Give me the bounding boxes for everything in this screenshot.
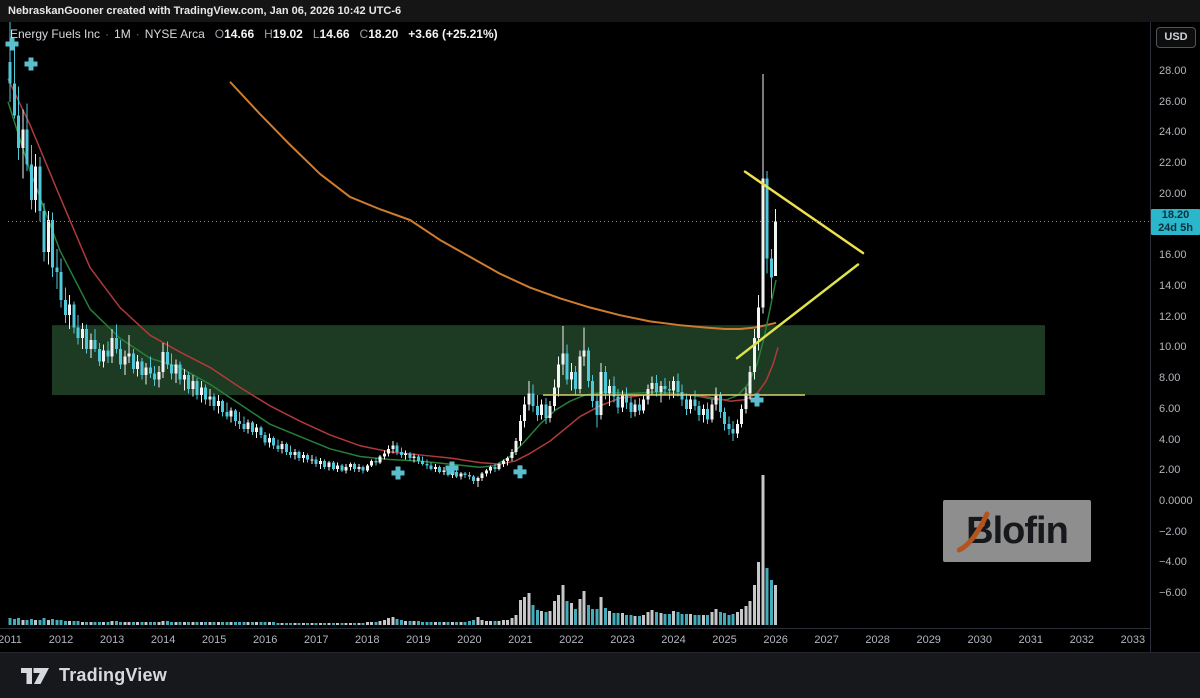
trendline-drawings[interactable] — [543, 170, 865, 396]
time-axis-label: 2011 — [0, 634, 22, 646]
current-price-value: 18.20 — [1161, 208, 1190, 221]
time-axis-label: 2028 — [865, 634, 890, 646]
blofin-swoosh-icon — [957, 511, 990, 553]
tradingview-brand-text[interactable]: TradingView — [59, 665, 167, 685]
price-scale-label: 16.00 — [1159, 249, 1187, 262]
price-scale-label: 4.00 — [1159, 433, 1181, 446]
price-scale-label: 22.00 — [1159, 157, 1187, 170]
time-axis-label: 2033 — [1120, 634, 1146, 646]
exchange-label: NYSE Arca — [144, 27, 205, 41]
moving-average-lines[interactable] — [7, 78, 779, 468]
price-scale-label: 24.00 — [1159, 126, 1187, 139]
price-scale-label: −4.00 — [1159, 556, 1187, 569]
plus-cross-markers[interactable] — [5, 37, 764, 480]
price-scale-label: 28.00 — [1159, 65, 1187, 78]
time-axis-label: 2014 — [150, 634, 176, 646]
chart-canvas[interactable] — [0, 0, 1200, 652]
price-scale-axis[interactable]: USD 28.00 26.00 24.00 22.00 20.00 16.00 14.00 1… — [1150, 22, 1200, 652]
interval-label[interactable]: 1M — [114, 27, 131, 41]
time-axis-label: 2030 — [967, 634, 992, 646]
time-axis-label: 2032 — [1069, 634, 1095, 646]
supply-demand-zone[interactable] — [52, 325, 1045, 396]
price-scale-label: 14.00 — [1159, 280, 1187, 293]
volume-bars — [8, 475, 778, 625]
close-label: C — [359, 27, 369, 41]
legend-separator: · — [135, 27, 140, 41]
time-axis-label: 2029 — [916, 634, 941, 646]
price-scale-label: −2.00 — [1159, 525, 1187, 538]
price-scale-label: 20.00 — [1159, 187, 1187, 200]
symbol-legend[interactable]: Energy Fuels Inc · 1M · NYSE Arca O 14.6… — [10, 27, 498, 41]
time-axis-label: 2023 — [610, 634, 635, 646]
time-axis-label: 2031 — [1018, 634, 1044, 646]
time-axis-label: 2016 — [252, 634, 278, 646]
time-axis-label: 2012 — [48, 634, 74, 646]
currency-toggle-button[interactable]: USD — [1156, 27, 1196, 48]
tradingview-logo-icon[interactable] — [20, 663, 50, 689]
footer-bar: TradingView — [0, 652, 1200, 698]
blofin-watermark: Blofin — [943, 500, 1091, 562]
candlestick-series[interactable] — [8, 17, 778, 488]
current-price-badge: 18.20 24d 5h — [1151, 208, 1200, 235]
open-label: O — [214, 27, 225, 41]
time-axis-label: 2019 — [406, 634, 431, 646]
low-value: 14.66 — [319, 27, 350, 41]
time-axis-label: 2013 — [99, 634, 125, 646]
time-axis-label: 2027 — [814, 634, 839, 646]
time-axis-label: 2024 — [661, 634, 686, 646]
price-scale-label: 12.00 — [1159, 310, 1187, 323]
high-label: H — [264, 27, 273, 41]
change-value: +3.66 (+25.21%) — [408, 27, 498, 41]
price-scale-label: −6.00 — [1159, 587, 1187, 600]
high-value: 19.02 — [272, 27, 303, 41]
bar-close-countdown: 24d 5h — [1158, 221, 1193, 234]
price-scale-label: 6.00 — [1159, 402, 1181, 415]
time-axis-label: 2017 — [303, 634, 329, 646]
low-label: L — [312, 27, 320, 41]
symbol-name[interactable]: Energy Fuels Inc — [10, 27, 101, 41]
time-axis-label: 2022 — [559, 634, 584, 646]
time-scale-axis[interactable]: 2011 2012 2013 2014 2015 2016 2017 2018 2019 2020… — [0, 628, 1200, 652]
time-axis-label: 2021 — [508, 634, 533, 646]
time-axis-label: 2020 — [457, 634, 482, 646]
price-scale-label: 8.00 — [1159, 372, 1181, 385]
price-scale-label: 0.0000 — [1159, 495, 1193, 507]
legend-separator: · — [105, 27, 110, 41]
attribution-bar: NebraskanGooner created with TradingView… — [0, 0, 1200, 22]
time-axis-label: 2018 — [355, 634, 380, 646]
price-scale-label: 2.00 — [1159, 464, 1181, 477]
time-axis-label: 2025 — [712, 634, 737, 646]
close-value: 18.20 — [368, 27, 399, 41]
time-axis-label: 2026 — [763, 634, 788, 646]
price-scale-label: 10.00 — [1159, 341, 1187, 354]
open-value: 14.66 — [224, 27, 255, 41]
attribution-text: NebraskanGooner created with TradingView… — [8, 5, 402, 17]
time-axis-label: 2015 — [201, 634, 227, 646]
price-scale-label: 26.00 — [1159, 95, 1187, 108]
